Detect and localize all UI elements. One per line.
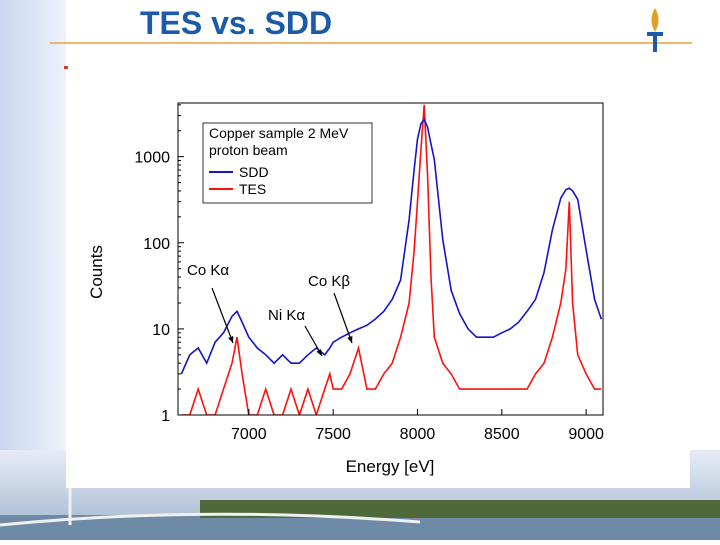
legend-title: proton beam [209, 142, 288, 158]
series-line [181, 104, 602, 415]
y-tick-label: 1 [161, 408, 170, 425]
logo [647, 8, 663, 52]
y-tick-label: 1000 [134, 150, 170, 167]
y-tick-label: 100 [143, 236, 170, 253]
bridge [0, 512, 421, 527]
series-line [180, 117, 603, 375]
x-tick-label: 8500 [484, 426, 520, 443]
chart-panel [66, 60, 690, 488]
chart: 1 10 100 1000 7000 7500 8000 8500 9000 Energy [eV… [87, 102, 604, 476]
x-axis-label: Energy [eV] [346, 457, 435, 476]
arrow-head [316, 349, 322, 356]
legend-label: SDD [239, 164, 269, 180]
y-axis-label: Counts [87, 245, 106, 299]
x-tick-label: 8000 [400, 426, 436, 443]
plot-frame [177, 102, 604, 416]
annotation: Co Kβ [308, 273, 350, 290]
annotation: Co Kα [187, 262, 229, 279]
x-tick-label: 7500 [315, 426, 351, 443]
bullet-mark [64, 66, 68, 69]
y-tick-label: 10 [152, 322, 170, 339]
arrow-head [347, 336, 353, 343]
slide-title: TES vs. SDD [140, 5, 332, 41]
legend-title: Copper sample 2 MeV [209, 125, 349, 141]
arrow-head [228, 336, 234, 343]
annotation-arrow [333, 292, 353, 344]
legend-label: TES [239, 181, 266, 197]
shore [200, 500, 720, 518]
annotation: Ni Kα [268, 307, 305, 324]
annotation-arrow [211, 287, 234, 344]
x-tick-label: 9000 [568, 426, 604, 443]
x-tick-label: 7000 [231, 426, 267, 443]
